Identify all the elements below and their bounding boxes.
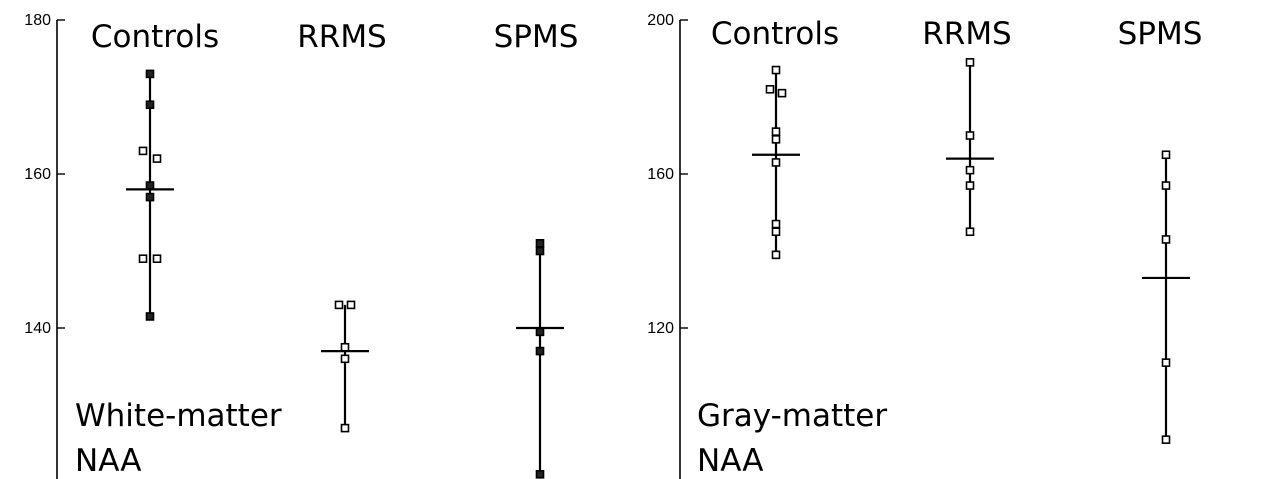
data-point (145, 312, 155, 321)
group-label: RRMS (922, 16, 1012, 52)
group-rrms: RRMS (922, 16, 1012, 237)
group-controls: Controls (711, 16, 839, 260)
data-point (1161, 150, 1171, 160)
data-point (771, 135, 781, 144)
panel-label-line: NAA (697, 443, 763, 479)
y-tick-label: 160 (647, 166, 674, 183)
data-point (535, 327, 545, 337)
data-point (145, 100, 155, 109)
group-label: Controls (711, 16, 839, 52)
data-point (535, 346, 545, 356)
panel-label-line: White-matter (75, 398, 282, 434)
data-point (340, 342, 350, 352)
y-tick-label: 200 (647, 12, 674, 29)
data-point (1161, 435, 1171, 444)
data-point (535, 246, 545, 256)
data-point (771, 227, 781, 237)
y-tick-label: 120 (647, 320, 674, 337)
data-point (145, 69, 155, 79)
panel-gray-matter: 200 160 120 Controls RRMS SPMS Gray-matter NAA (647, 12, 1202, 479)
data-point (1161, 181, 1171, 190)
data-point (771, 127, 781, 136)
panel-white-matter: 180 160 140 Controls RRMS SPMS White-matter NAA (24, 12, 578, 479)
y-tick-label: 180 (24, 12, 51, 29)
data-point (145, 192, 155, 202)
data-point (965, 227, 975, 237)
group-label: RRMS (297, 19, 387, 55)
data-point (965, 165, 975, 175)
data-point (771, 65, 781, 75)
data-point (771, 250, 781, 260)
data-point (965, 58, 975, 67)
data-point (771, 219, 781, 229)
data-point (340, 354, 350, 364)
data-point (1161, 358, 1171, 367)
data-point (346, 300, 356, 310)
y-tick-label: 160 (24, 166, 51, 183)
data-point (152, 254, 162, 263)
y-tick-label: 140 (24, 320, 51, 337)
data-point (138, 254, 148, 263)
group-rrms: RRMS (297, 19, 387, 433)
data-point (334, 300, 344, 310)
panel-label-line: NAA (75, 443, 141, 479)
panel-label-line: Gray-matter (697, 398, 887, 434)
data-point (535, 239, 545, 248)
data-point (152, 154, 162, 163)
data-point (145, 181, 155, 190)
data-point (535, 469, 545, 479)
data-point (1161, 235, 1171, 244)
group-controls: Controls (91, 19, 219, 321)
group-spms: SPMS (494, 19, 579, 479)
group-label: Controls (91, 19, 219, 55)
data-point (340, 423, 350, 433)
data-point (777, 88, 787, 98)
group-label: SPMS (494, 19, 579, 55)
group-label: SPMS (1118, 16, 1203, 52)
data-point (765, 85, 775, 94)
group-spms: SPMS (1118, 16, 1203, 444)
data-point (965, 131, 975, 140)
data-point (138, 146, 148, 156)
data-point (965, 181, 975, 190)
data-point (771, 158, 781, 167)
